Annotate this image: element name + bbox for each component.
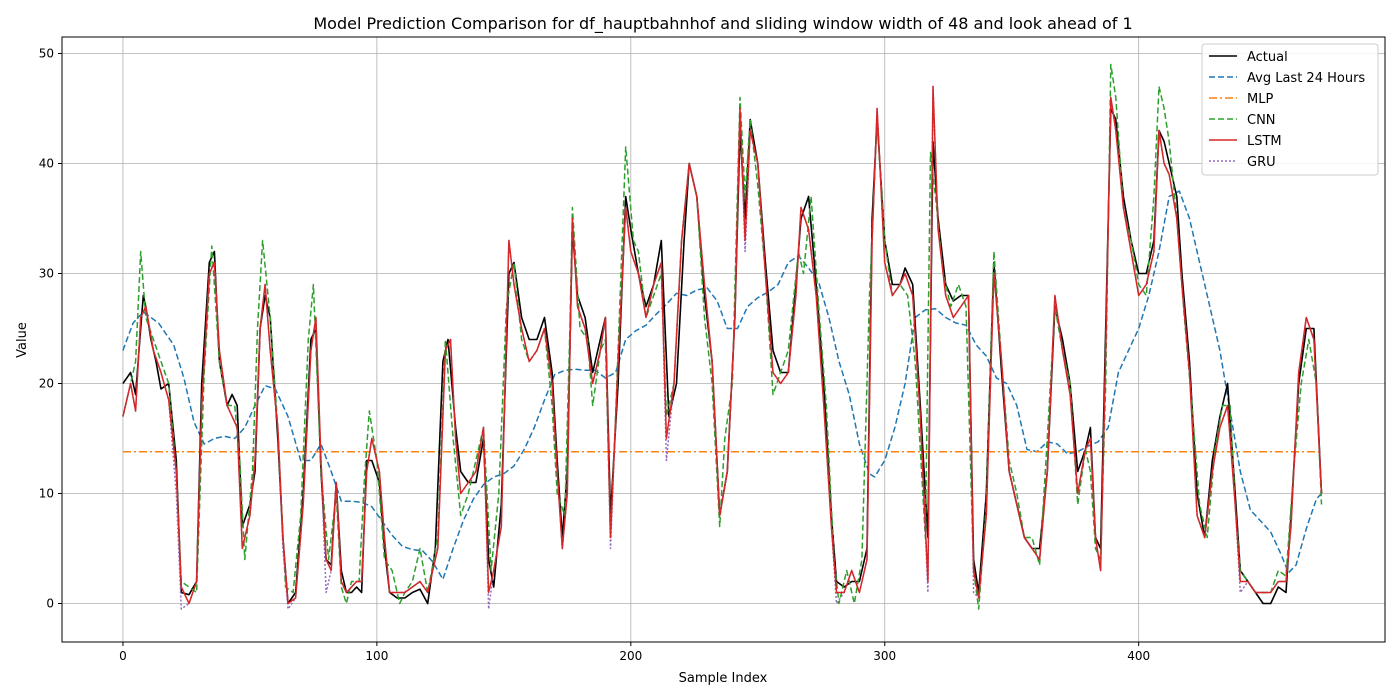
x-tick-label: 300 — [873, 649, 896, 663]
x-axis-label: Sample Index — [679, 671, 768, 686]
series-layer — [122, 63, 1323, 610]
x-tick-label: 100 — [365, 649, 388, 663]
legend-label: MLP — [1247, 92, 1273, 107]
legend-box — [1201, 43, 1379, 176]
chart-title: Model Prediction Comparison for df_haupt… — [313, 14, 1132, 34]
y-tick-label: 30 — [39, 267, 54, 281]
y-axis-label: Value — [15, 322, 30, 358]
legend-label: Actual — [1247, 50, 1288, 65]
plot-frame — [61, 36, 1386, 643]
y-axis: 0 10 20 30 40 50 — [39, 47, 62, 611]
x-tick-label: 0 — [119, 649, 127, 663]
y-tick-label: 40 — [39, 157, 54, 171]
y-tick-label: 10 — [39, 487, 54, 501]
series-line-avg-last-24-hours — [122, 190, 1323, 581]
x-tick-label: 400 — [1127, 649, 1150, 663]
legend: Actual Avg Last 24 Hours MLP CNN LSTM GRU — [1201, 43, 1379, 176]
x-axis: 0 100 200 300 400 — [119, 642, 1150, 663]
series-line-cnn — [122, 63, 1323, 610]
legend-label: Avg Last 24 Hours — [1247, 71, 1365, 86]
legend-label: GRU — [1247, 155, 1276, 170]
x-tick-label: 200 — [619, 649, 642, 663]
legend-label: LSTM — [1247, 134, 1282, 149]
y-tick-label: 20 — [39, 377, 54, 391]
y-tick-label: 50 — [39, 47, 54, 61]
series-line-lstm — [122, 85, 1323, 605]
legend-label: CNN — [1247, 113, 1276, 128]
y-tick-label: 0 — [46, 597, 54, 611]
